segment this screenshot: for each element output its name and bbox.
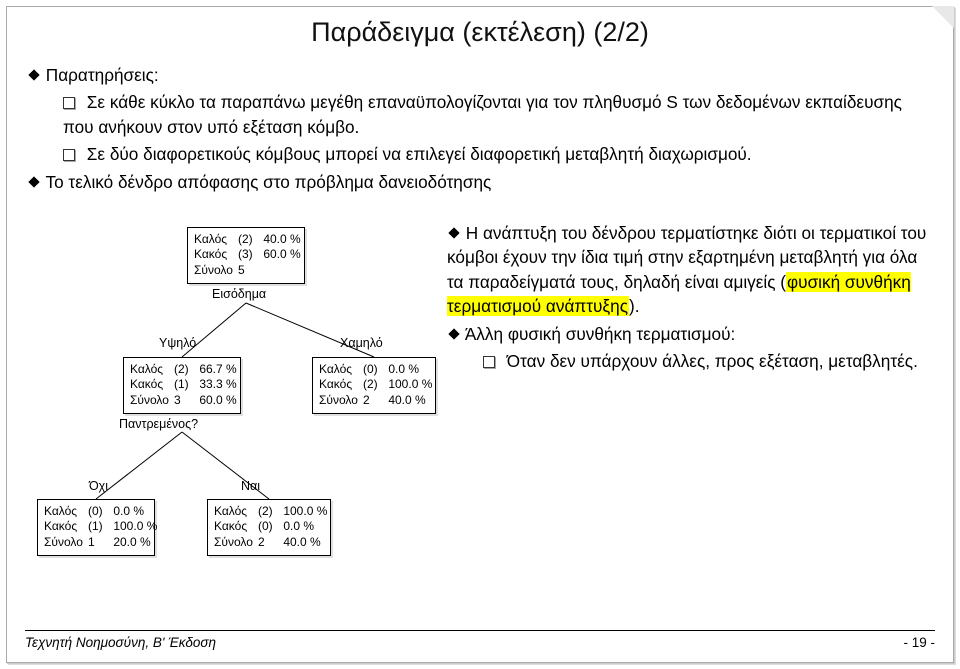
observations-heading: Παρατηρήσεις: bbox=[46, 65, 159, 85]
diamond-bullet-icon bbox=[27, 68, 41, 82]
slide-footer: Τεχνητή Νοημοσύνη, B' Έκδοση - 19 - bbox=[25, 630, 935, 650]
obs-item-2: Σε δύο διαφορετικούς κόμβους μπορεί να ε… bbox=[87, 144, 752, 164]
right-b1-post: ). bbox=[629, 296, 640, 316]
slide-body-left: Παρατηρήσεις: Σε κάθε κύκλο τα παραπάνω … bbox=[27, 63, 933, 197]
slide-body-right: Η ανάπτυξη του δένδρου τερματίστηκε διότ… bbox=[447, 221, 937, 377]
tree-node-no: Καλός(0) 0.0 %Κακός(1) 100.0 %Σύνολο1 20… bbox=[37, 499, 155, 556]
square-bullet-icon bbox=[483, 356, 495, 368]
diamond-bullet-icon bbox=[447, 226, 461, 240]
right-b2-sub: Όταν δεν υπάρχουν άλλες, προς εξέταση, μ… bbox=[507, 351, 918, 371]
footer-left: Τεχνητή Νοημοσύνη, B' Έκδοση bbox=[25, 635, 216, 650]
tree-label-no: Όχι bbox=[89, 479, 108, 493]
tree-node-yes: Καλός(2) 100.0 %Κακός(0) 0.0 %Σύνολο2 40… bbox=[207, 499, 331, 556]
tree-label-married: Παντρεμένος? bbox=[119, 417, 198, 431]
square-bullet-icon bbox=[63, 97, 75, 109]
diamond-bullet-icon bbox=[27, 175, 41, 189]
slide-page: Παράδειγμα (εκτέλεση) (2/2) Παρατηρήσεις… bbox=[6, 6, 954, 663]
tree-node-low: Καλός(0) 0.0 %Κακός(2) 100.0 %Σύνολο2 40… bbox=[312, 357, 436, 414]
square-bullet-icon bbox=[63, 149, 75, 161]
footer-divider bbox=[25, 630, 935, 631]
decision-tree-diagram: Καλός(2) 40.0 %Κακός(3) 60.0 %Σύνολο5 Κα… bbox=[37, 227, 442, 577]
tree-label-root: Εισόδημα bbox=[212, 287, 266, 301]
right-b2: Άλλη φυσική συνθήκη τερματισμού: bbox=[465, 324, 735, 344]
tree-label-low: Χαμηλό bbox=[340, 336, 383, 350]
diamond-bullet-icon bbox=[447, 327, 461, 341]
final-tree-heading: Το τελικό δένδρο απόφασης στο πρόβλημα δ… bbox=[45, 172, 491, 192]
tree-node-high: Καλός(2) 66.7 %Κακός(1) 33.3 %Σύνολο3 60… bbox=[123, 357, 241, 414]
tree-label-high: Υψηλό bbox=[159, 336, 196, 350]
slide-title: Παράδειγμα (εκτέλεση) (2/2) bbox=[7, 17, 953, 48]
tree-label-yes: Ναι bbox=[241, 479, 260, 493]
obs-item-1: Σε κάθε κύκλο τα παραπάνω μεγέθη επαναϋπ… bbox=[63, 92, 902, 136]
footer-page-number: - 19 - bbox=[903, 635, 935, 650]
tree-node-root: Καλός(2) 40.0 %Κακός(3) 60.0 %Σύνολο5 bbox=[187, 227, 305, 284]
